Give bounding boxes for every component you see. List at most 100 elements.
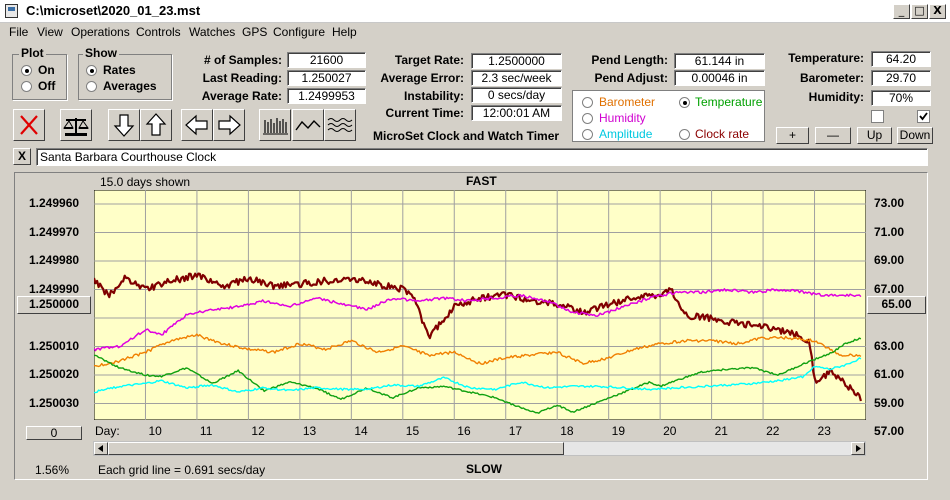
barometer-option-label[interactable]: Barometer — [599, 95, 656, 109]
move-down-button[interactable] — [108, 109, 140, 141]
chart-plot-area[interactable] — [94, 190, 866, 420]
menu-bar: File View Operations Controls Watches GP… — [0, 23, 950, 41]
scroll-right-arrow-icon — [856, 445, 861, 452]
title-bar: C:\microset\2020_01_23.mst _ □ X — [0, 0, 950, 23]
series-humidity — [94, 288, 862, 352]
option-checkbox-2[interactable] — [917, 110, 930, 123]
barometer-label: Barometer: — [799, 71, 864, 85]
sensor-select-box: Barometer Temperature Humidity Amplitude… — [572, 90, 765, 142]
increase-button[interactable]: + — [776, 127, 809, 144]
show-rates-label[interactable]: Rates — [103, 63, 136, 77]
show-group-label: Show — [83, 46, 119, 60]
temperature-label: Temperature: — [788, 51, 864, 65]
y-right-tick-label: 73.00 — [874, 196, 905, 210]
pend-adjust-field[interactable]: 0.00046 in — [674, 70, 765, 86]
scroll-left-button[interactable] — [94, 442, 108, 455]
plot-on-radio[interactable] — [21, 65, 32, 76]
average-rate-label: Average Rate: — [201, 89, 282, 103]
y-right-tick-label: 59.00 — [874, 395, 905, 410]
clear-name-button[interactable]: X — [13, 148, 31, 165]
arrow-down-icon — [113, 114, 135, 137]
bar-view-button[interactable] — [259, 109, 291, 141]
move-up-button[interactable] — [140, 109, 172, 141]
current-time-label: Current Time: — [385, 106, 464, 120]
decrease-button[interactable]: — — [815, 127, 851, 144]
app-icon[interactable] — [5, 4, 18, 18]
menu-help[interactable]: Help — [332, 25, 357, 39]
target-rate-field[interactable]: 1.2500000 — [471, 53, 562, 69]
plot-on-label[interactable]: On — [38, 63, 55, 77]
menu-operations[interactable]: Operations — [71, 25, 130, 39]
balance-button[interactable] — [60, 109, 92, 141]
temperature-option-label[interactable]: Temperature — [695, 95, 763, 109]
y-left-tick-label: 1.250030 — [29, 395, 80, 410]
menu-controls[interactable]: Controls — [136, 25, 181, 39]
amplitude-option-label[interactable]: Amplitude — [599, 127, 653, 141]
samples-label: # of Samples: — [203, 53, 282, 67]
series-barometer — [94, 333, 862, 368]
wave-view-button[interactable] — [324, 109, 356, 141]
reset-button[interactable] — [13, 109, 45, 141]
plot-off-label[interactable]: Off — [38, 79, 56, 93]
move-right-button[interactable] — [213, 109, 245, 141]
x-tick-label: 22 — [766, 424, 780, 438]
close-button[interactable]: X — [929, 4, 946, 19]
x-tick-label: 17 — [508, 424, 523, 438]
x-tick-label: 13 — [302, 424, 317, 438]
pend-length-field[interactable]: 61.144 in — [674, 53, 765, 69]
amplitude-radio[interactable] — [582, 129, 593, 140]
arrow-left-icon — [185, 114, 208, 136]
menu-view[interactable]: View — [37, 25, 63, 39]
x-tick-label: 15 — [405, 424, 420, 438]
bottom-left-button[interactable]: 0 — [26, 426, 82, 440]
fast-label: FAST — [466, 174, 497, 188]
temperature-field: 64.20 — [871, 51, 931, 67]
down-button[interactable]: Down — [897, 127, 933, 144]
clock-name-field[interactable]: Santa Barbara Courthouse Clock — [36, 148, 928, 166]
temperature-radio[interactable] — [679, 97, 690, 108]
clock-rate-radio[interactable] — [679, 129, 690, 140]
menu-watches[interactable]: Watches — [189, 25, 236, 39]
right-reference-button[interactable]: 65.00 — [867, 296, 926, 314]
instability-label: Instability: — [403, 89, 464, 103]
current-time-field: 12:00:01 AM — [471, 105, 562, 121]
up-button[interactable]: Up — [857, 127, 892, 144]
humidity-option-label[interactable]: Humidity — [599, 111, 646, 125]
x-tick-label: 10 — [148, 424, 162, 438]
slow-label: SLOW — [466, 462, 502, 476]
x-tick-label: 16 — [457, 424, 471, 438]
y-left-tick-label: 1.249980 — [29, 253, 80, 267]
arrow-right-icon — [218, 114, 241, 136]
target-rate-label: Target Rate: — [394, 53, 464, 67]
barometer-radio[interactable] — [582, 97, 593, 108]
menu-configure[interactable]: Configure — [273, 25, 326, 39]
maximize-button[interactable]: □ — [911, 4, 928, 19]
y-right-tick-label: 71.00 — [874, 224, 905, 239]
move-left-button[interactable] — [181, 109, 213, 141]
show-rates-radio[interactable] — [86, 65, 97, 76]
plot-group — [12, 54, 67, 100]
plot-off-radio[interactable] — [21, 81, 32, 92]
show-averages-label[interactable]: Averages — [103, 79, 157, 93]
clock-rate-option-label[interactable]: Clock rate — [695, 127, 750, 141]
option-checkbox-1[interactable] — [871, 110, 884, 123]
humidity-label: Humidity: — [808, 90, 864, 104]
minimize-button[interactable]: _ — [893, 4, 910, 19]
menu-file[interactable]: File — [9, 25, 29, 39]
left-reference-button[interactable]: 1.250000 — [17, 296, 91, 314]
scroll-right-button[interactable] — [851, 442, 865, 455]
scroll-thumb[interactable] — [108, 442, 564, 455]
line-view-button[interactable] — [292, 109, 324, 141]
average-error-label: Average Error: — [380, 71, 464, 85]
y-right-tick-label: 57.00 — [874, 424, 905, 438]
last-reading-field: 1.250027 — [287, 70, 366, 86]
show-averages-radio[interactable] — [86, 81, 97, 92]
menu-gps[interactable]: GPS — [242, 25, 268, 39]
x-tick-label: 19 — [611, 424, 626, 438]
y-left-tick-label: 1.249990 — [29, 281, 80, 296]
grid-note-label: Each grid line = 0.691 secs/day — [98, 463, 266, 477]
horizontal-scrollbar[interactable] — [93, 441, 866, 456]
humidity-radio[interactable] — [582, 113, 593, 124]
days-shown-label: 15.0 days shown — [100, 175, 191, 189]
average-rate-field: 1.2499953 — [287, 88, 366, 104]
